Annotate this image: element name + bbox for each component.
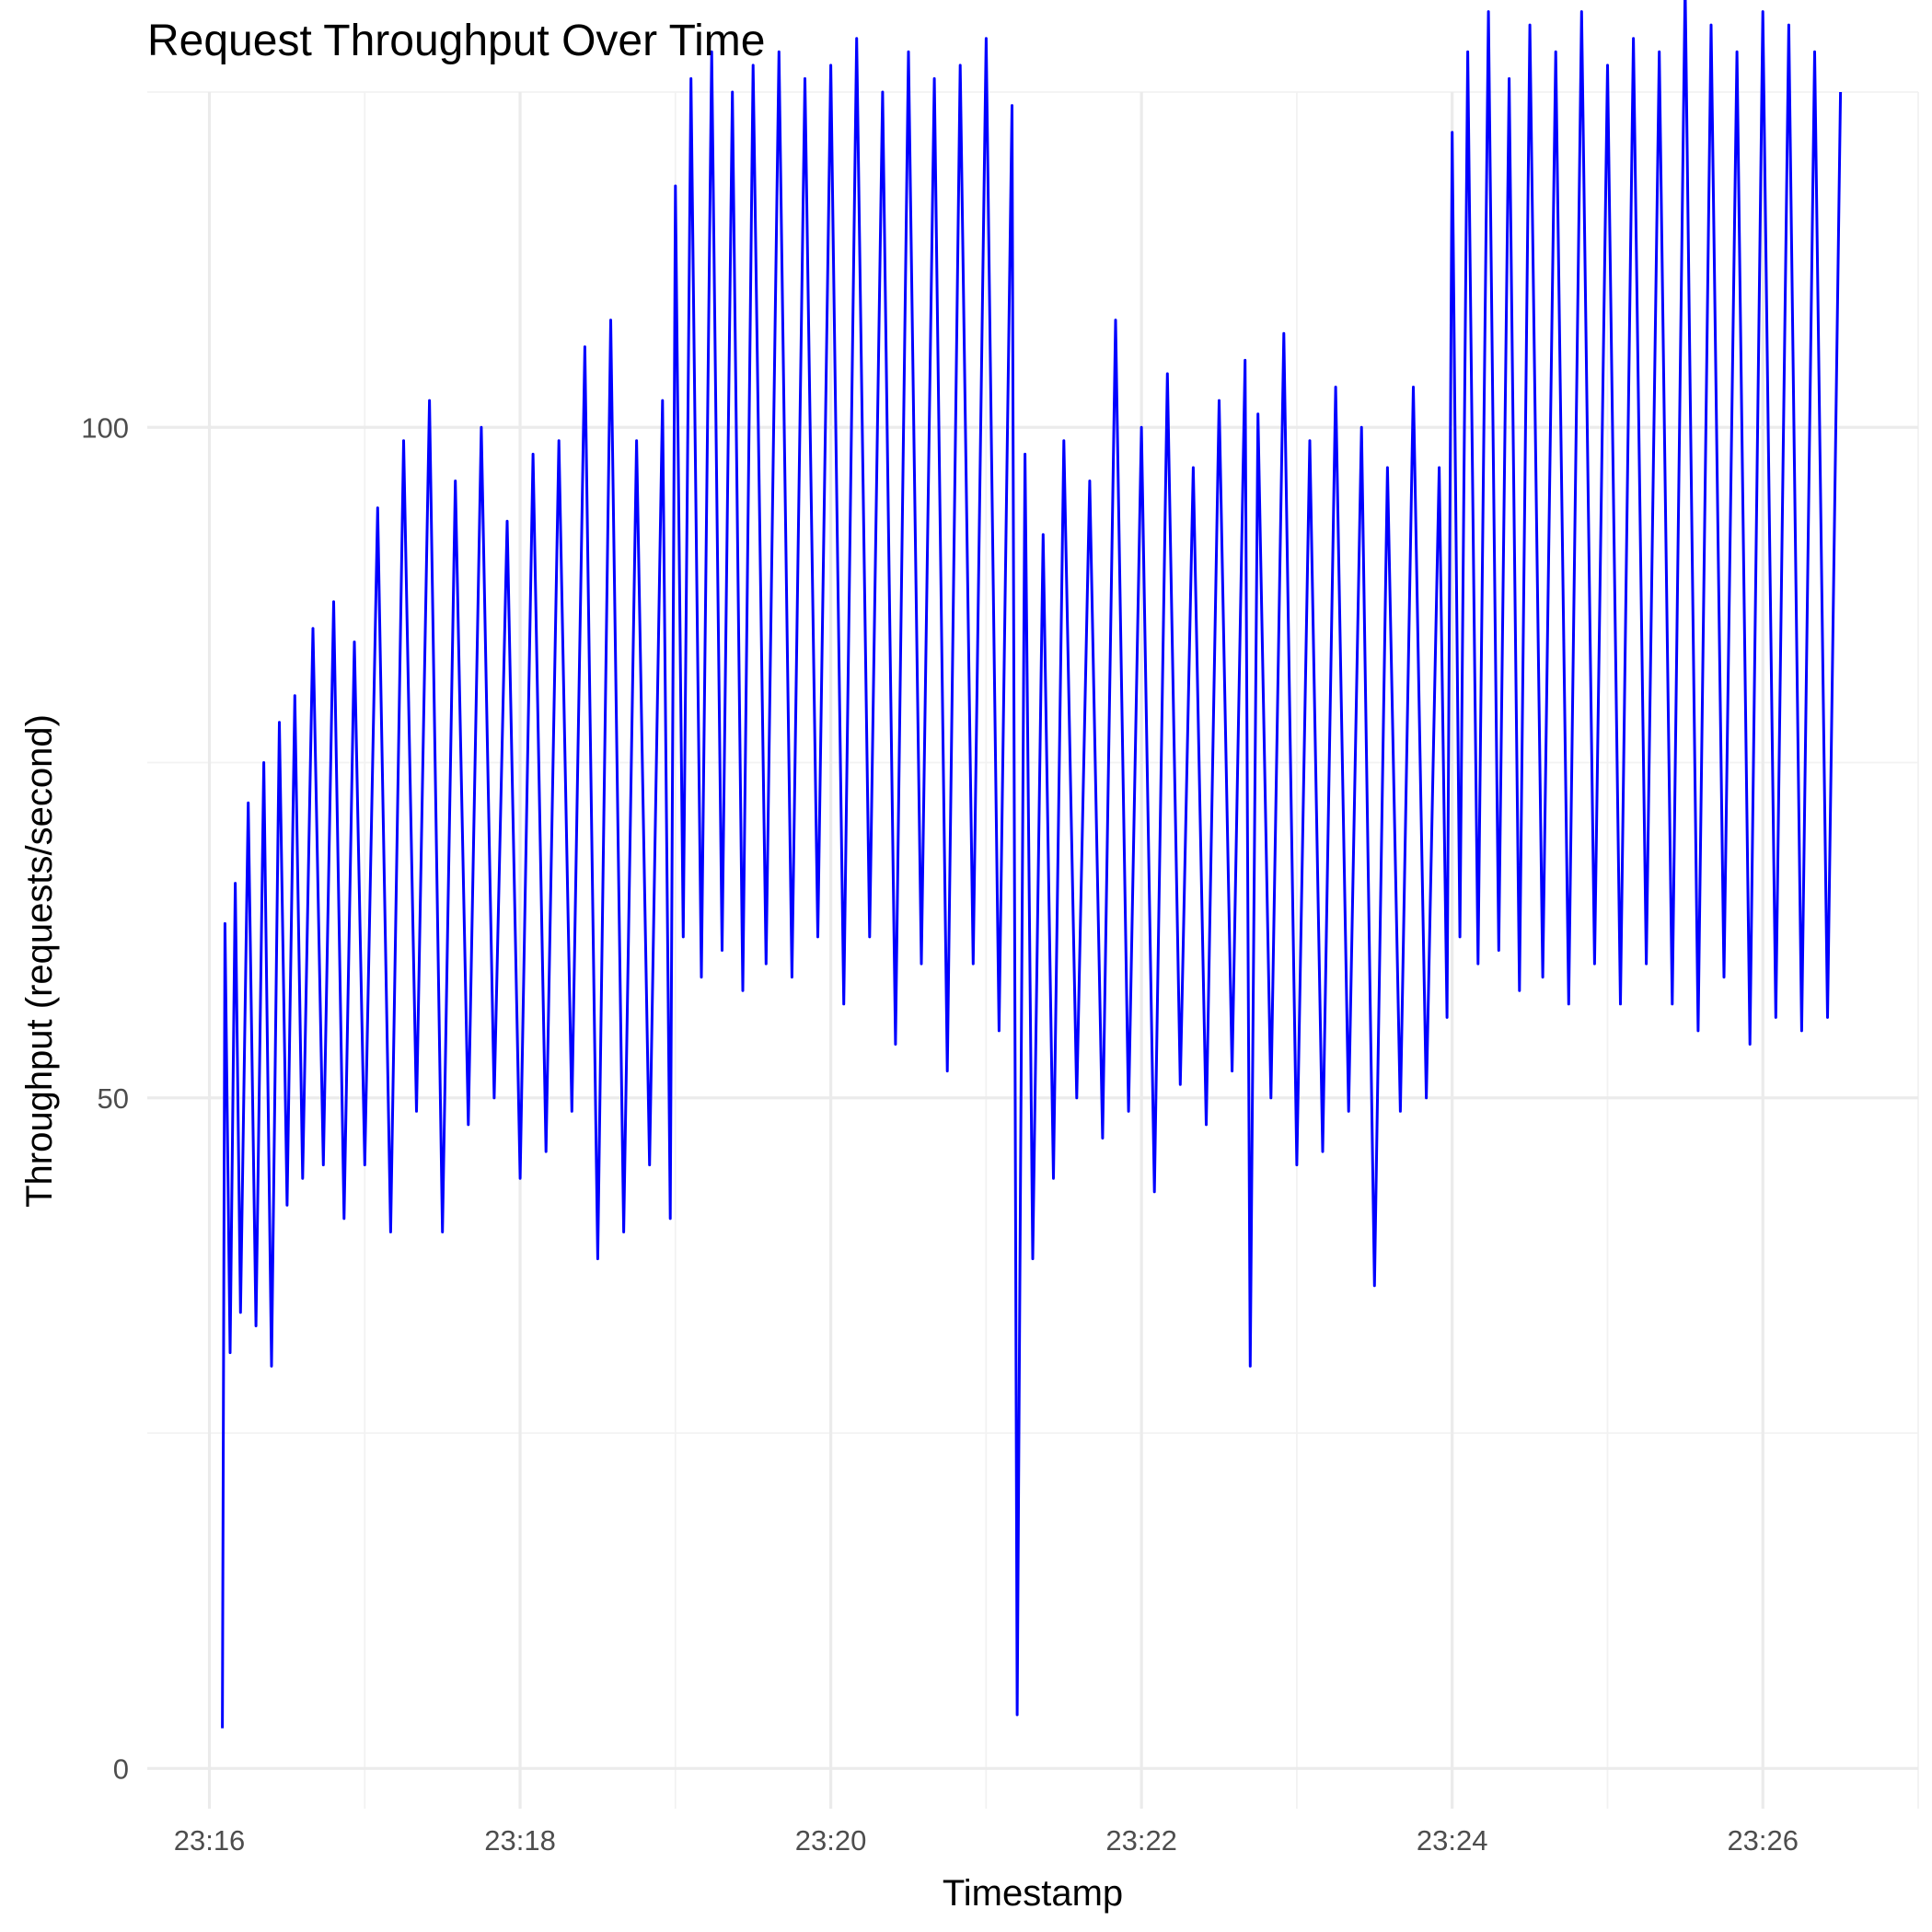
y-tick-label: 50 [98,1082,129,1115]
y-tick-label: 100 [81,411,129,444]
x-tick-label: 23:26 [1727,1824,1799,1857]
minor-gridlines [147,91,1919,1809]
x-tick-label: 23:20 [795,1824,867,1857]
x-tick-label: 23:16 [174,1824,246,1857]
chart-title: Request Throughput Over Time [147,17,765,65]
major-gridlines [147,92,1918,1809]
throughput-series-line [221,0,1843,1729]
x-tick-label: 23:22 [1105,1824,1177,1857]
y-axis-tick-labels: 0 50 100 [81,411,129,1785]
x-axis-title: Timestamp [943,1873,1123,1914]
y-tick-label: 0 [113,1753,129,1785]
x-axis-tick-labels: 23:16 23:18 23:20 23:22 23:24 23:26 [174,1824,1799,1857]
x-tick-label: 23:24 [1417,1824,1488,1857]
plot-area [221,0,1843,1729]
x-tick-label: 23:18 [484,1824,556,1857]
y-axis-title: Throughput (requests/second) [19,714,60,1208]
